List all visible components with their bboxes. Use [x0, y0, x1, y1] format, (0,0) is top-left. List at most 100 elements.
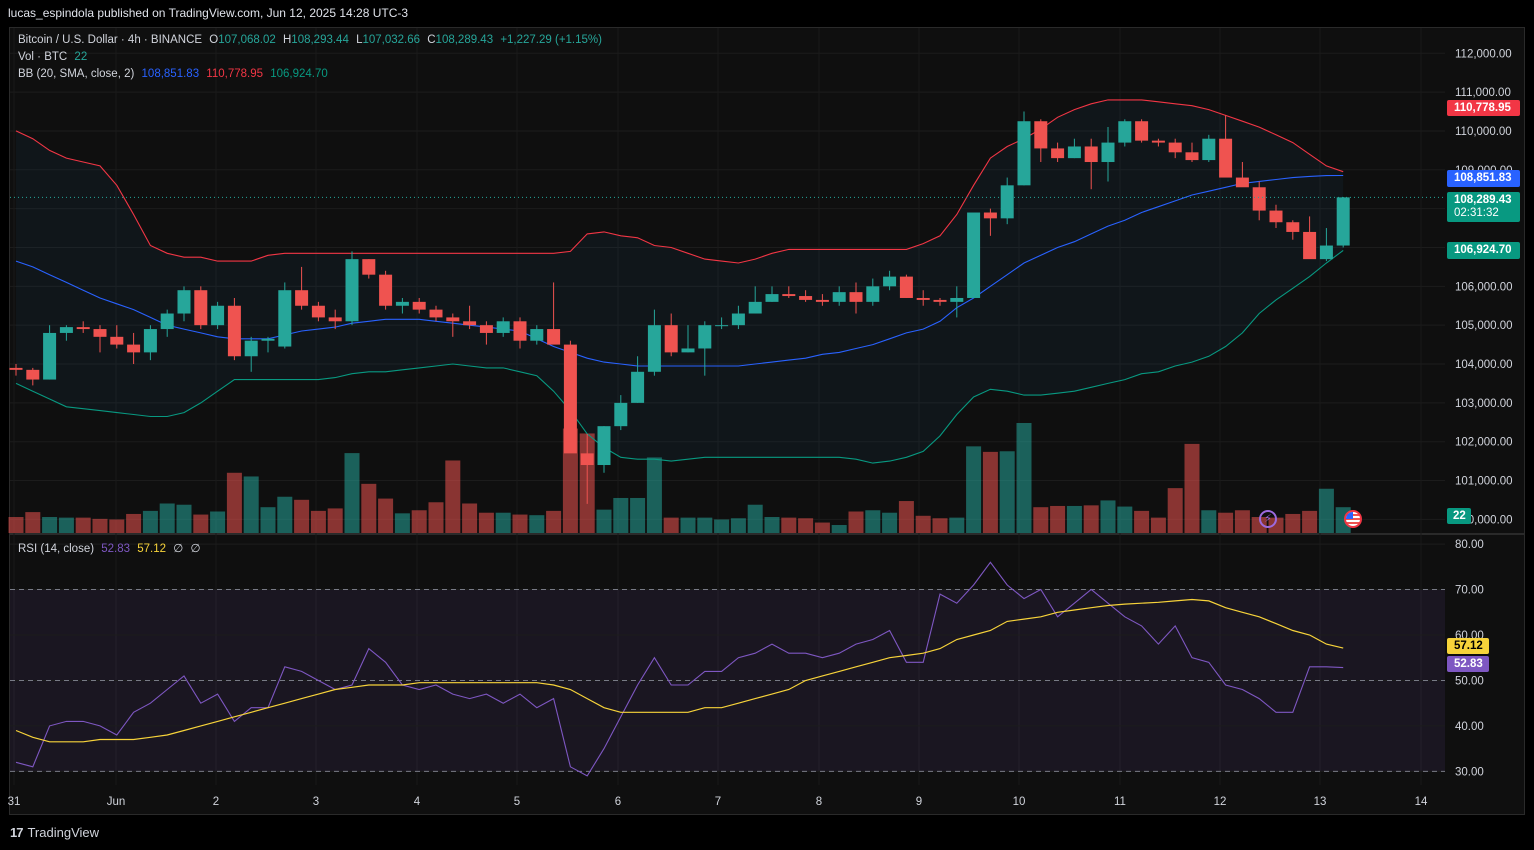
candle-body	[614, 402, 628, 427]
countdown-value: 02:31:32	[1454, 207, 1499, 219]
candle-body	[1269, 210, 1283, 223]
volume-bar	[798, 518, 814, 533]
tradingview-logo[interactable]: 17 TradingView	[10, 825, 99, 840]
rsi-tick-label: 80.00	[1455, 539, 1484, 551]
volume-bar	[1234, 510, 1250, 533]
us-flag-event-icon[interactable]	[1344, 510, 1362, 528]
volume-bar	[1218, 512, 1234, 533]
candle-body	[1051, 148, 1065, 159]
candle-body	[1336, 197, 1350, 246]
candle-body	[748, 301, 762, 314]
rsi-line	[15, 561, 1344, 777]
open-label: O	[209, 34, 219, 46]
price-tick-label: 112,000.00	[1455, 48, 1512, 60]
price-tick-label: 102,000.00	[1455, 437, 1513, 449]
volume-bar	[277, 496, 293, 533]
candle-body	[1235, 177, 1249, 188]
volume-legend: Vol · BTC 22	[18, 51, 91, 63]
candle-body	[983, 212, 997, 219]
candle-body	[9, 367, 23, 370]
rsi-label[interactable]: RSI (14, close)	[18, 543, 95, 555]
close-value: 108,289.43	[435, 34, 494, 46]
volume-bar	[109, 519, 125, 533]
time-tick-label: 13	[1314, 796, 1327, 808]
volume-bar	[25, 512, 41, 533]
volume-bar	[882, 512, 898, 533]
price-tick-label: 103,000.00	[1455, 398, 1513, 410]
price-tick-label: 111,000.00	[1455, 87, 1511, 99]
volume-bar	[932, 518, 948, 533]
tradingview-mark-icon: 17	[10, 825, 24, 840]
candle-body	[328, 317, 342, 322]
volume-label[interactable]: Vol · BTC	[18, 51, 68, 63]
time-tick-label: 2	[213, 796, 219, 808]
candle-body	[261, 338, 275, 341]
volume-bar	[378, 498, 394, 533]
candle-body	[1202, 138, 1216, 161]
volume-bar	[159, 503, 175, 533]
bb-legend: BB (20, SMA, close, 2) 108,851.83 110,77…	[18, 68, 332, 80]
candle-body	[547, 329, 561, 345]
rsi-legend: RSI (14, close) 52.83 57.12 ∅ ∅	[18, 541, 205, 555]
bb-lower-line	[15, 249, 1344, 464]
candle-body	[211, 305, 225, 326]
candle-body	[933, 299, 947, 302]
low-label: L	[356, 34, 363, 46]
candle-body	[311, 305, 325, 318]
bb-basis-value: 108,851.83	[141, 68, 200, 80]
candle-body	[950, 297, 964, 302]
candle-body	[580, 453, 594, 466]
candle-body	[647, 325, 661, 372]
change-value: +1,227.29 (+1.15%)	[500, 34, 602, 46]
rsi-value: 52.83	[101, 543, 131, 555]
candle-body	[479, 325, 493, 333]
candle-body	[883, 276, 897, 287]
candle-body	[1135, 121, 1149, 141]
time-tick-label: 10	[1013, 796, 1026, 808]
candle-body	[227, 305, 241, 357]
candle-body	[1185, 152, 1199, 161]
volume-bar	[1134, 510, 1150, 533]
volume-bar	[428, 502, 444, 533]
last-price-value: 108,289.43	[1454, 194, 1512, 206]
volume-bar	[462, 503, 478, 533]
rsi-ma-line	[15, 598, 1344, 743]
volume-bar	[1016, 423, 1032, 533]
candle-body	[1017, 121, 1031, 186]
volume-bar	[764, 517, 780, 533]
rsi-tick-label: 70.00	[1455, 585, 1484, 597]
volume-bar	[1318, 488, 1334, 533]
candle-body	[160, 313, 174, 330]
symbol-label[interactable]: Bitcoin / U.S. Dollar · 4h · BINANCE	[18, 34, 203, 46]
chart-svg[interactable]: 100,000.00101,000.00102,000.00103,000.00…	[0, 0, 1534, 815]
candle-body	[849, 292, 863, 302]
volume-bar	[999, 451, 1015, 533]
time-tick-label: 4	[414, 796, 421, 808]
time-tick-label: 7	[715, 796, 721, 808]
candle-body	[731, 313, 745, 326]
volume-bar	[42, 517, 58, 533]
volume-bar	[512, 514, 528, 533]
volume-bar	[394, 513, 410, 533]
candle-body	[1219, 138, 1233, 178]
bb-band-fill	[16, 99, 1344, 464]
open-value: 107,068.02	[218, 34, 276, 46]
candle-body	[395, 301, 409, 306]
rsi-tick-label: 50.00	[1455, 675, 1484, 687]
price-tick-label: 110,000.00	[1455, 126, 1512, 138]
high-value: 108,293.44	[291, 34, 349, 46]
volume-bar	[126, 513, 142, 533]
lightning-event-icon[interactable]: ⚡	[1259, 510, 1277, 528]
candle-body	[832, 292, 846, 302]
volume-bar	[1167, 488, 1183, 533]
volume-bar	[529, 515, 545, 533]
bb-label[interactable]: BB (20, SMA, close, 2)	[18, 68, 135, 80]
candle-body	[664, 325, 678, 353]
close-label: C	[427, 34, 436, 46]
candle-body	[1286, 222, 1300, 232]
candle-body	[278, 290, 292, 347]
volume-bar	[92, 518, 108, 533]
candle-body	[782, 294, 796, 297]
candle-body	[1151, 140, 1165, 143]
candle-body	[244, 340, 258, 357]
